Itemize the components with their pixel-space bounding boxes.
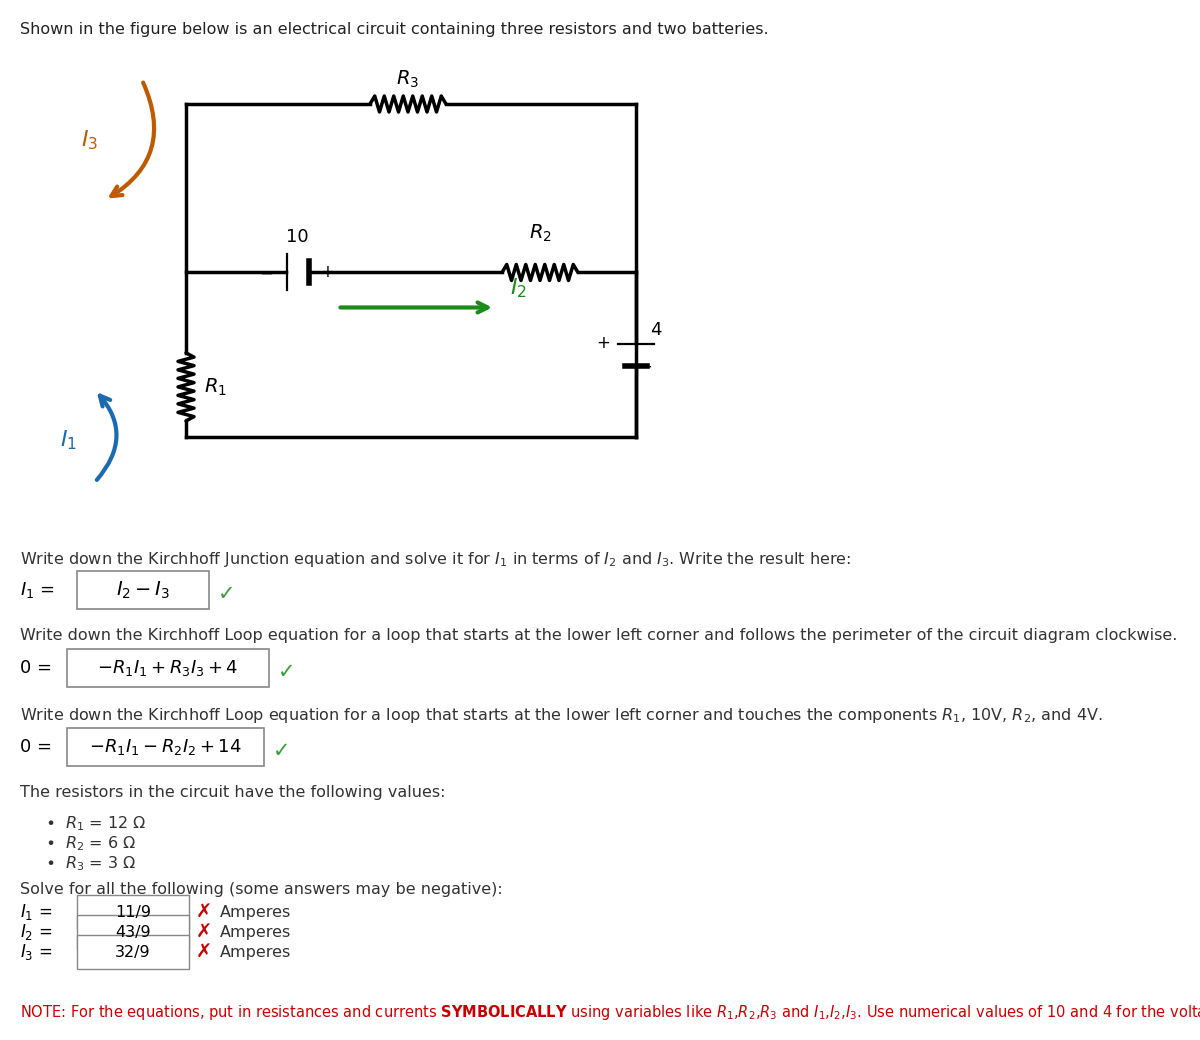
Text: ✗: ✗ [196,922,212,941]
Text: NOTE: For the equations, put in resistances and currents $\mathbf{SYMBOLICALLY}$: NOTE: For the equations, put in resistan… [20,1003,1200,1022]
Text: ✓: ✓ [278,662,295,682]
Text: Write down the Kirchhoff Junction equation and solve it for $I_1$ in terms of $I: Write down the Kirchhoff Junction equati… [20,550,851,569]
Text: Amperes: Amperes [220,905,292,919]
FancyBboxPatch shape [77,895,190,929]
Text: 4: 4 [650,320,661,339]
Text: $I_2$ =: $I_2$ = [20,922,53,942]
Text: $I_1$ =: $I_1$ = [20,902,53,922]
Text: $-R_1I_1 + R_3I_3 + 4$: $-R_1I_1 + R_3I_3 + 4$ [97,658,239,678]
Text: ✓: ✓ [274,740,290,761]
Text: $I_2$: $I_2$ [510,277,527,301]
Text: $-$: $-$ [638,357,652,374]
FancyBboxPatch shape [77,915,190,948]
Text: Write down the Kirchhoff Loop equation for a loop that starts at the lower left : Write down the Kirchhoff Loop equation f… [20,706,1103,725]
Text: Solve for all the following (some answers may be negative):: Solve for all the following (some answer… [20,882,503,896]
Text: $I_1$ =: $I_1$ = [20,580,55,600]
Text: ✗: ✗ [196,942,212,962]
Text: Shown in the figure below is an electrical circuit containing three resistors an: Shown in the figure below is an electric… [20,22,769,37]
Text: $\bullet$  $R_1$ = 12 Ω: $\bullet$ $R_1$ = 12 Ω [46,814,146,833]
Text: $R_2$: $R_2$ [529,224,551,244]
Text: ✓: ✓ [218,584,235,604]
Text: $\bullet$  $R_2$ = 6 Ω: $\bullet$ $R_2$ = 6 Ω [46,834,137,853]
Text: 0 =: 0 = [20,659,52,677]
FancyBboxPatch shape [67,728,264,766]
Text: $I_2 - I_3$: $I_2 - I_3$ [116,579,170,601]
Text: $-$: $-$ [259,263,274,282]
Text: $-R_1I_1 - R_2I_2 + 14$: $-R_1I_1 - R_2I_2 + 14$ [89,737,241,757]
Text: $I_1$: $I_1$ [60,428,77,451]
Text: $R_1$: $R_1$ [204,376,227,397]
Text: 43/9: 43/9 [115,925,151,939]
FancyBboxPatch shape [77,571,209,609]
Text: The resistors in the circuit have the following values:: The resistors in the circuit have the fo… [20,785,445,800]
Text: ✗: ✗ [196,903,212,921]
Text: $I_3$: $I_3$ [82,128,98,152]
Text: 32/9: 32/9 [115,944,151,960]
Text: $\bullet$  $R_3$ = 3 Ω: $\bullet$ $R_3$ = 3 Ω [46,854,137,873]
Text: 0 =: 0 = [20,738,52,756]
Text: 11/9: 11/9 [115,905,151,919]
Text: $I_3$ =: $I_3$ = [20,942,53,962]
FancyBboxPatch shape [77,935,190,969]
Text: $+$: $+$ [319,263,334,282]
Text: $R_3$: $R_3$ [396,69,420,90]
FancyBboxPatch shape [67,649,269,687]
Text: Amperes: Amperes [220,925,292,939]
Text: $+$: $+$ [596,334,610,352]
Text: Write down the Kirchhoff Loop equation for a loop that starts at the lower left : Write down the Kirchhoff Loop equation f… [20,628,1177,643]
Text: 10: 10 [287,229,308,246]
Text: Amperes: Amperes [220,944,292,960]
